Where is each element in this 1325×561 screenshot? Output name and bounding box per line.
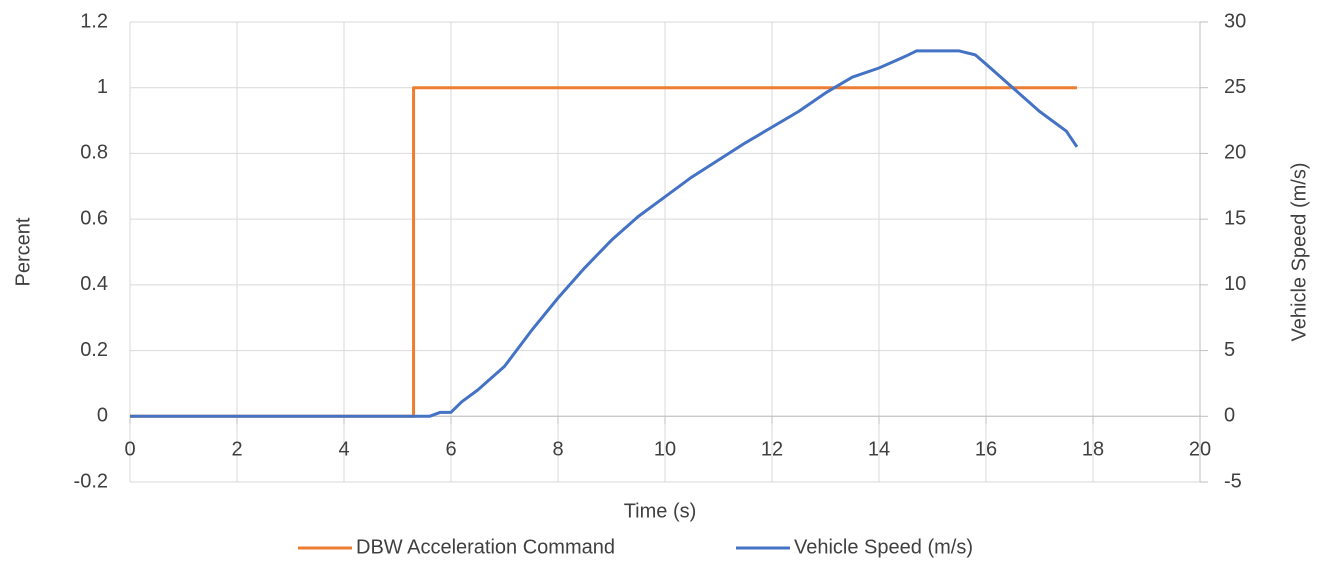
x-axis-title: Time (s)	[624, 500, 697, 522]
legend-label: DBW Acceleration Command	[356, 536, 615, 558]
x-tick-label: 4	[338, 439, 349, 461]
y2-tick-label: 15	[1224, 207, 1246, 229]
y2-tick-label: 10	[1224, 273, 1246, 295]
x-tick-label: 18	[1082, 439, 1104, 461]
x-tick-label: 0	[124, 439, 135, 461]
y-tick-label: 0.4	[80, 273, 108, 295]
y-tick-label: 0.8	[80, 142, 108, 164]
y-tick-label: 0.6	[80, 207, 108, 229]
x-tick-label: 16	[975, 439, 997, 461]
y-tick-label: -0.2	[74, 470, 108, 492]
y2-tick-label: 5	[1224, 339, 1235, 361]
y2-axis-title: Vehicle Speed (m/s)	[1288, 163, 1310, 342]
y-tick-label: 0	[97, 405, 108, 427]
y-tick-label: 0.2	[80, 339, 108, 361]
y2-tick-label: 0	[1224, 405, 1235, 427]
x-tick-label: 12	[761, 439, 783, 461]
x-tick-label: 14	[868, 439, 890, 461]
legend-label: Vehicle Speed (m/s)	[794, 536, 973, 558]
y-tick-label: 1.2	[80, 10, 108, 32]
y-axis-title: Percent	[12, 217, 34, 286]
x-tick-label: 2	[231, 439, 242, 461]
y2-tick-label: -5	[1224, 470, 1242, 492]
x-tick-label: 6	[445, 439, 456, 461]
series-line	[130, 49, 1079, 418]
series-line	[130, 86, 1077, 418]
y2-tick-label: 30	[1224, 10, 1246, 32]
x-tick-label: 10	[654, 439, 676, 461]
x-tick-label: 8	[552, 439, 563, 461]
y-tick-label: 1	[97, 76, 108, 98]
y2-tick-label: 20	[1224, 142, 1246, 164]
y2-tick-label: 25	[1224, 76, 1246, 98]
